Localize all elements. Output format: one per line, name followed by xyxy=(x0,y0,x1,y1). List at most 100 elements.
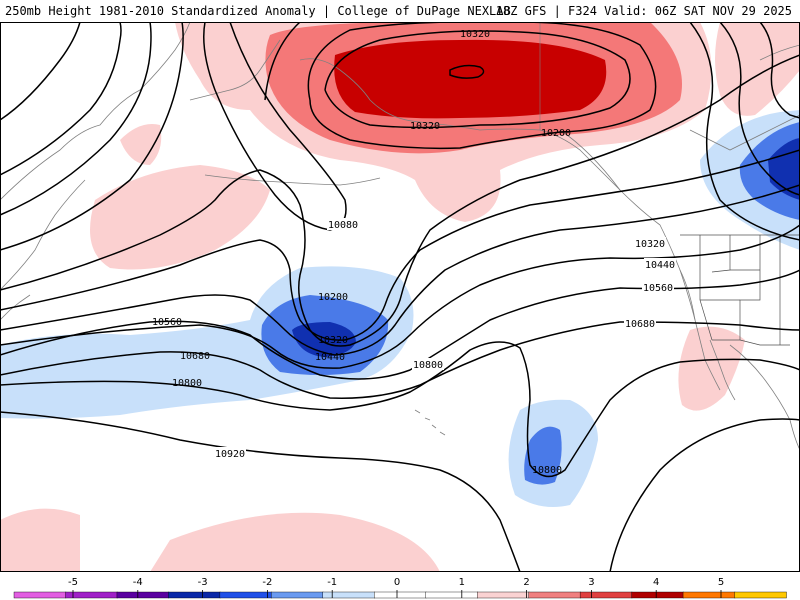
contour-ne-2 xyxy=(719,22,800,196)
hawaii-islands xyxy=(414,409,446,436)
contour-10680 xyxy=(0,321,800,399)
colorbar-tick-label: 5 xyxy=(718,577,724,588)
contour-10320-ak xyxy=(324,30,631,129)
contour-10320-low xyxy=(0,184,800,356)
anomaly-pos1-bering xyxy=(90,165,270,270)
baja-coast xyxy=(709,339,736,401)
colorbar-swatch xyxy=(116,591,170,599)
contour-label: 10800 xyxy=(172,378,202,389)
contour-label: 10560 xyxy=(642,281,674,294)
colorbar-tick-label: -2 xyxy=(262,577,272,588)
contour-label: 10440 xyxy=(644,258,676,271)
contour-label: 10320 xyxy=(410,121,440,132)
svg-text:10560: 10560 xyxy=(643,283,673,294)
colorbar-swatch xyxy=(528,591,581,599)
colorbar-tick-label: -3 xyxy=(198,577,208,588)
anomaly-pos1-siberia xyxy=(120,124,162,165)
svg-text:10800: 10800 xyxy=(532,465,562,476)
svg-text:10800: 10800 xyxy=(413,360,443,371)
height-contours xyxy=(0,22,800,572)
colorbar-swatch xyxy=(219,591,273,599)
anomaly-pos3-alaska xyxy=(334,39,607,119)
header-bar: 250mb Height 1981-2010 Standardized Anom… xyxy=(0,0,800,22)
us-west-coast xyxy=(679,269,721,391)
contour-10800-w xyxy=(0,341,800,478)
colorbar-tick-label: 1 xyxy=(459,577,465,588)
colorbar-swatch xyxy=(425,591,478,599)
map-title: 250mb Height 1981-2010 Standardized Anom… xyxy=(5,4,511,18)
colorbar-swatch xyxy=(271,591,324,599)
svg-text:10320: 10320 xyxy=(460,29,490,40)
hudson-coast xyxy=(689,114,800,151)
contour-label: 10320 xyxy=(460,29,490,40)
anomaly-pos1-south xyxy=(0,508,80,572)
alaska-coast xyxy=(299,58,621,191)
colorbar-swatch xyxy=(477,591,530,599)
svg-text:10800: 10800 xyxy=(172,378,202,389)
canada-coast xyxy=(559,129,696,321)
contour-10440-low xyxy=(0,224,800,369)
svg-text:10440: 10440 xyxy=(315,352,345,363)
colorbar-ticks: -5 -4 -3 -2 -1 0 1 2 3 4 5 xyxy=(68,577,724,598)
kamchatka-coast xyxy=(0,179,86,291)
colorbar-tick-label: 0 xyxy=(394,577,400,588)
contour-nw-3 xyxy=(0,22,152,216)
contour-nw-2 xyxy=(0,22,122,176)
colorbar-swatch xyxy=(168,591,221,599)
svg-text:10920: 10920 xyxy=(215,449,245,460)
colorbar-tick-label: 4 xyxy=(653,577,659,588)
positive-anomaly-shading xyxy=(0,22,800,572)
svg-text:10320: 10320 xyxy=(318,335,348,346)
weather-map: 10320 10320 10200 10080 10200 10320 1044… xyxy=(0,22,800,572)
contour-label: 10680 xyxy=(180,351,210,362)
contour-label: 10560 xyxy=(152,317,182,328)
greenland-coast xyxy=(759,44,800,61)
contour-label: 10680 xyxy=(624,317,656,330)
svg-text:10080: 10080 xyxy=(328,220,358,231)
contour-nw-4 xyxy=(0,22,184,251)
colorbar-swatch xyxy=(374,591,427,599)
colorbar: -5 -4 -3 -2 -1 0 1 2 3 4 5 xyxy=(13,577,787,599)
contour-10200-low xyxy=(0,149,800,341)
bering-coast xyxy=(189,39,281,101)
svg-text:10320: 10320 xyxy=(635,239,665,250)
contour-10920-east xyxy=(609,418,800,572)
colorbar-swatch xyxy=(631,591,684,599)
contour-label: 10200 xyxy=(541,128,571,139)
colorbar-swatches xyxy=(13,591,787,599)
svg-text:10560: 10560 xyxy=(152,317,182,328)
colorbar-swatch xyxy=(734,591,787,599)
anomaly-neg3-east xyxy=(768,138,800,200)
siberia-coast xyxy=(0,22,191,201)
state-border-4 xyxy=(700,269,760,301)
contour-trough-1 xyxy=(0,54,800,347)
svg-text:10680: 10680 xyxy=(180,351,210,362)
colorbar-swatch xyxy=(13,591,67,599)
contour-ne-3 xyxy=(759,22,800,119)
contour-labels: 10320 10320 10200 10080 10200 10320 1044… xyxy=(152,29,676,476)
contour-10320-closed xyxy=(449,64,485,79)
contour-label: 10920 xyxy=(214,447,246,460)
contour-ne-1 xyxy=(689,22,800,241)
colorbar-tick-label: 3 xyxy=(588,577,594,588)
contour-10080-west xyxy=(264,22,301,101)
contour-label: 10800 xyxy=(412,358,444,371)
contour-label: 10080 xyxy=(327,218,359,231)
colorbar-tick-label: 2 xyxy=(523,577,529,588)
svg-text:10200: 10200 xyxy=(318,292,348,303)
colorbar-swatch xyxy=(579,591,633,599)
contour-nw-1 xyxy=(0,22,81,121)
us-mexico-border xyxy=(712,339,790,346)
svg-text:10200: 10200 xyxy=(541,128,571,139)
svg-text:10320: 10320 xyxy=(410,121,440,132)
contour-label: 10200 xyxy=(318,292,348,303)
svg-text:10680: 10680 xyxy=(625,319,655,330)
anomaly-neg3-low xyxy=(292,322,356,357)
model-run-info: 18Z GFS | F324 Valid: 06Z SAT NOV 29 202… xyxy=(495,4,792,18)
anomaly-pos1-baja xyxy=(678,326,745,411)
contour-label: 10440 xyxy=(315,352,345,363)
svg-text:10440: 10440 xyxy=(645,260,675,271)
state-border-3 xyxy=(739,235,761,340)
contour-10920 xyxy=(0,411,521,572)
contour-10560 xyxy=(0,269,800,380)
